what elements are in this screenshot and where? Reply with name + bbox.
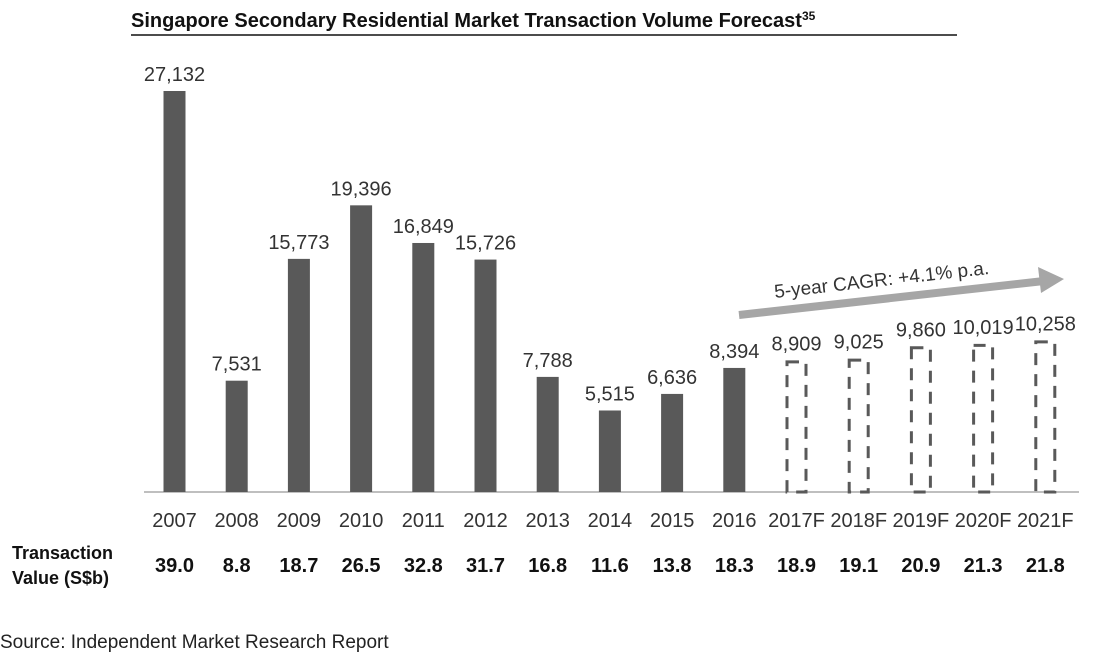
transaction-value-2021F: 21.8 xyxy=(1026,555,1065,577)
x-tick-2014: 2014 xyxy=(588,510,633,532)
transaction-value-2010: 26.5 xyxy=(342,555,381,577)
value-label-2015: 6,636 xyxy=(647,367,697,389)
x-tick-2019F: 2019F xyxy=(893,510,950,532)
value-label-2012: 15,726 xyxy=(455,233,516,255)
bar-2015 xyxy=(661,393,684,492)
value-label-2016: 8,394 xyxy=(709,341,759,363)
x-tick-2016: 2016 xyxy=(712,510,757,532)
x-tick-2012: 2012 xyxy=(463,510,508,532)
x-tick-2015: 2015 xyxy=(650,510,695,532)
transaction-value-label-line1: Transaction xyxy=(12,543,113,563)
transaction-values: 39.0 8.8 18.7 26.5 32.8 31.7 16.8 11.6 13.8 18.3 1… xyxy=(155,555,1065,577)
transaction-value-2008: 8.8 xyxy=(223,555,251,577)
cagr-arrow xyxy=(738,277,1045,319)
transaction-value-2020F: 21.3 xyxy=(964,555,1003,577)
value-label-2020F: 10,019 xyxy=(953,317,1014,339)
x-tick-2017F: 2017F xyxy=(768,510,825,532)
transaction-value-2015: 13.8 xyxy=(653,555,692,577)
x-tick-labels-layer: 2007 2008 2009 2010 2011 2012 2013 2014 2015 2016… xyxy=(152,510,1073,532)
transaction-value-2014: 11.6 xyxy=(591,555,629,577)
bar-2020F xyxy=(972,343,995,494)
bar-2017F xyxy=(785,360,808,494)
value-label-2011: 16,849 xyxy=(393,216,454,238)
x-tick-2018F: 2018F xyxy=(830,510,887,532)
bar-2019F xyxy=(909,346,932,494)
value-label-2008: 7,531 xyxy=(212,354,262,376)
transaction-value-2007: 39.0 xyxy=(155,555,194,577)
value-label-2014: 5,515 xyxy=(585,383,635,405)
value-label-2009: 15,773 xyxy=(268,232,329,254)
chart-title: Singapore Secondary Residential Market T… xyxy=(131,9,957,36)
value-label-2018F: 9,025 xyxy=(834,332,884,354)
value-label-2021F: 10,258 xyxy=(1015,313,1076,335)
value-label-2013: 7,788 xyxy=(523,350,573,372)
transaction-value-2018F: 19.1 xyxy=(839,555,878,577)
bar-2014 xyxy=(598,410,621,492)
transaction-value-2016: 18.3 xyxy=(715,555,754,577)
x-tick-2021F: 2021F xyxy=(1017,510,1074,532)
value-label-2019F: 9,860 xyxy=(896,319,946,341)
x-tick-2013: 2013 xyxy=(525,510,570,532)
bar-2013 xyxy=(536,376,559,492)
transaction-value-2013: 16.8 xyxy=(528,555,567,577)
svg-text:Singapore Secondary Residentia: Singapore Secondary Residential Market T… xyxy=(131,9,816,32)
bar-2021F xyxy=(1034,340,1057,494)
transaction-value-2017F: 18.9 xyxy=(777,555,816,577)
bars-layer xyxy=(163,91,1057,494)
bar-2016 xyxy=(723,367,746,492)
x-tick-2007: 2007 xyxy=(152,510,197,532)
transaction-value-2011: 32.8 xyxy=(404,555,443,577)
value-label-2010: 19,396 xyxy=(331,178,392,200)
bar-2011 xyxy=(412,242,435,492)
transaction-value-2012: 31.7 xyxy=(466,555,505,577)
x-tick-2008: 2008 xyxy=(214,510,259,532)
bar-2018F xyxy=(847,358,870,494)
source-note: Source: Independent Market Research Repo… xyxy=(0,632,389,653)
x-tick-2010: 2010 xyxy=(339,510,384,532)
transaction-value-label-line2: Value (S$b) xyxy=(12,568,109,588)
chart-title-footnote: 35 xyxy=(802,9,816,23)
cagr-annotation: 5-year CAGR: +4.1% p.a. xyxy=(738,258,1064,319)
bar-2012 xyxy=(474,259,497,492)
x-tick-2020F: 2020F xyxy=(955,510,1012,532)
bar-2008 xyxy=(225,380,248,492)
bar-2007 xyxy=(163,91,186,492)
transaction-value-row: Transaction Value (S$b) 39.0 8.8 18.7 26.5 3… xyxy=(12,543,1065,588)
x-tick-2011: 2011 xyxy=(402,510,445,532)
chart-title-text: Singapore Secondary Residential Market T… xyxy=(131,10,802,32)
bar-2010 xyxy=(350,205,373,492)
transaction-value-2019F: 20.9 xyxy=(901,555,940,577)
cagr-arrowhead xyxy=(1038,267,1064,293)
x-tick-2009: 2009 xyxy=(277,510,322,532)
bar-2009 xyxy=(287,258,310,492)
transaction-value-2009: 18.7 xyxy=(279,555,318,577)
value-label-2007: 27,132 xyxy=(144,64,205,86)
value-label-2017F: 8,909 xyxy=(771,333,821,355)
